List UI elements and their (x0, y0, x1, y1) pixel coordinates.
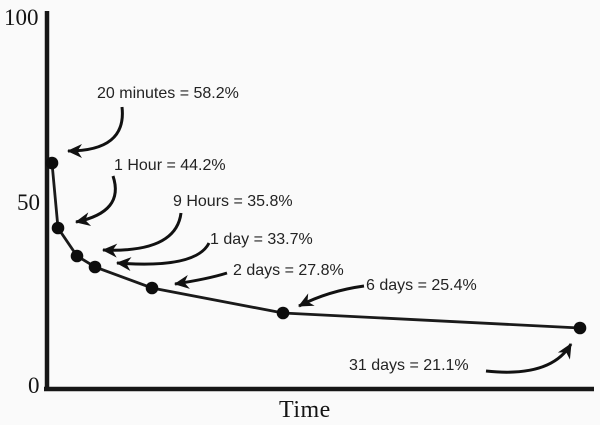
y-tick-50: 50 (17, 190, 40, 215)
annotation-20-minutes: 20 minutes = 58.2% (97, 85, 239, 102)
retention-curve-line (50, 162, 581, 330)
data-point-31-days (573, 321, 587, 335)
data-point-6-days (276, 306, 290, 320)
arrow-9-hours-icon (102, 212, 183, 258)
data-point-9-hours (70, 249, 84, 263)
arrow-20-minutes-icon (67, 106, 124, 158)
x-axis-label: Time (279, 397, 331, 423)
data-point-20-minutes (45, 156, 59, 170)
arrow-1-day-icon (116, 242, 211, 272)
annotation-31-days: 31 days = 21.1% (349, 357, 469, 374)
data-point-1-hour (51, 221, 65, 235)
data-point-1-day (88, 260, 102, 274)
arrow-1-hour-icon (75, 175, 117, 227)
annotation-6-days: 6 days = 25.4% (366, 277, 477, 294)
annotation-2-days: 2 days = 27.8% (233, 262, 344, 279)
annotation-9-hours: 9 Hours = 35.8% (173, 193, 293, 210)
annotation-1-day: 1 day = 33.7% (210, 231, 313, 248)
data-point-2-days (145, 281, 159, 295)
y-tick-100: 100 (4, 5, 39, 30)
annotation-1-hour: 1 Hour = 44.2% (114, 157, 226, 174)
arrow-6-days-icon (298, 284, 365, 308)
y-tick-0: 0 (28, 373, 40, 398)
arrow-2-days-icon (174, 271, 228, 289)
arrow-31-days-icon (485, 343, 573, 374)
